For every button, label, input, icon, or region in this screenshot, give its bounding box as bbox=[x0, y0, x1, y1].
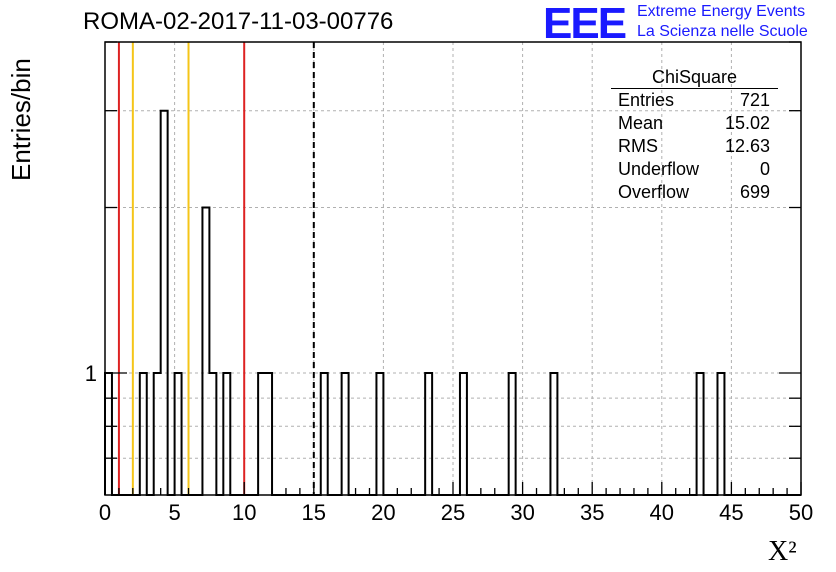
x-tick-label: 50 bbox=[789, 500, 813, 525]
stats-label: RMS bbox=[618, 136, 658, 156]
reference-lines bbox=[117, 42, 315, 495]
stats-row-underflow: Underflow 0 bbox=[611, 158, 778, 181]
histogram-bin bbox=[265, 373, 272, 495]
histogram-bin bbox=[321, 373, 328, 495]
x-tick-label: 15 bbox=[302, 500, 326, 525]
x-tick-label: 30 bbox=[510, 500, 534, 525]
tick-labels: 0 5 10 15 20 25 30 35 40 45 50 1 bbox=[85, 361, 813, 525]
histogram-bin bbox=[140, 373, 147, 495]
x-tick-label: 40 bbox=[650, 500, 674, 525]
stats-row-overflow: Overflow 699 bbox=[611, 181, 778, 204]
x-tick-label: 0 bbox=[99, 500, 111, 525]
histogram-bin bbox=[154, 373, 161, 495]
histogram-bin bbox=[105, 373, 112, 495]
stats-row-mean: Mean 15.02 bbox=[611, 112, 778, 135]
x-tick-label: 35 bbox=[580, 500, 604, 525]
histogram-bin bbox=[258, 373, 265, 495]
x-axis-label: X² bbox=[768, 536, 797, 567]
stats-title: ChiSquare bbox=[611, 66, 778, 89]
histogram-bin bbox=[509, 373, 516, 495]
stats-value: 12.63 bbox=[724, 136, 770, 156]
histogram-bin bbox=[161, 111, 168, 495]
logo-caption: Extreme Energy Events La Scienza nelle S… bbox=[637, 2, 808, 42]
stats-value: 721 bbox=[739, 90, 770, 110]
x-tick-label: 20 bbox=[371, 500, 395, 525]
histogram-bin bbox=[342, 373, 349, 495]
stats-row-entries: Entries 721 bbox=[611, 89, 778, 112]
logo-line-2: La Scienza nelle Scuole bbox=[637, 23, 808, 40]
x-tick-label: 10 bbox=[232, 500, 256, 525]
x-tick-label: 45 bbox=[719, 500, 743, 525]
axis-ticks bbox=[104, 41, 802, 495]
stats-value: 0 bbox=[759, 159, 770, 179]
chart-title: ROMA-02-2017-11-03-00776 bbox=[83, 8, 394, 35]
histogram-bin bbox=[460, 373, 467, 495]
y-tick-label: 1 bbox=[85, 361, 97, 386]
histogram-bin bbox=[717, 373, 724, 495]
eee-logo: EEE bbox=[543, 0, 627, 48]
stats-row-rms: RMS 12.63 bbox=[611, 135, 778, 158]
stats-label: Mean bbox=[618, 113, 664, 133]
stats-value: 15.02 bbox=[724, 113, 770, 133]
histogram-bin bbox=[376, 373, 383, 495]
x-tick-label: 25 bbox=[441, 500, 465, 525]
stats-label: Underflow bbox=[618, 159, 700, 179]
x-tick-label: 5 bbox=[168, 500, 180, 525]
histogram-bin bbox=[175, 373, 182, 495]
stats-label: Overflow bbox=[618, 182, 690, 202]
histogram-bin bbox=[202, 208, 209, 495]
histogram-bin bbox=[223, 373, 230, 495]
histogram-bin bbox=[550, 373, 557, 495]
stats-box: ChiSquare Entries 721 Mean 15.02 RMS 12.… bbox=[611, 66, 778, 204]
y-axis-label: Entries/bin bbox=[6, 58, 36, 181]
histogram-bin bbox=[425, 373, 432, 495]
logo-line-1: Extreme Energy Events bbox=[637, 3, 806, 20]
histogram-bin bbox=[209, 373, 216, 495]
stats-label: Entries bbox=[618, 90, 675, 110]
stats-value: 699 bbox=[739, 182, 770, 202]
histogram-bin bbox=[697, 373, 704, 495]
